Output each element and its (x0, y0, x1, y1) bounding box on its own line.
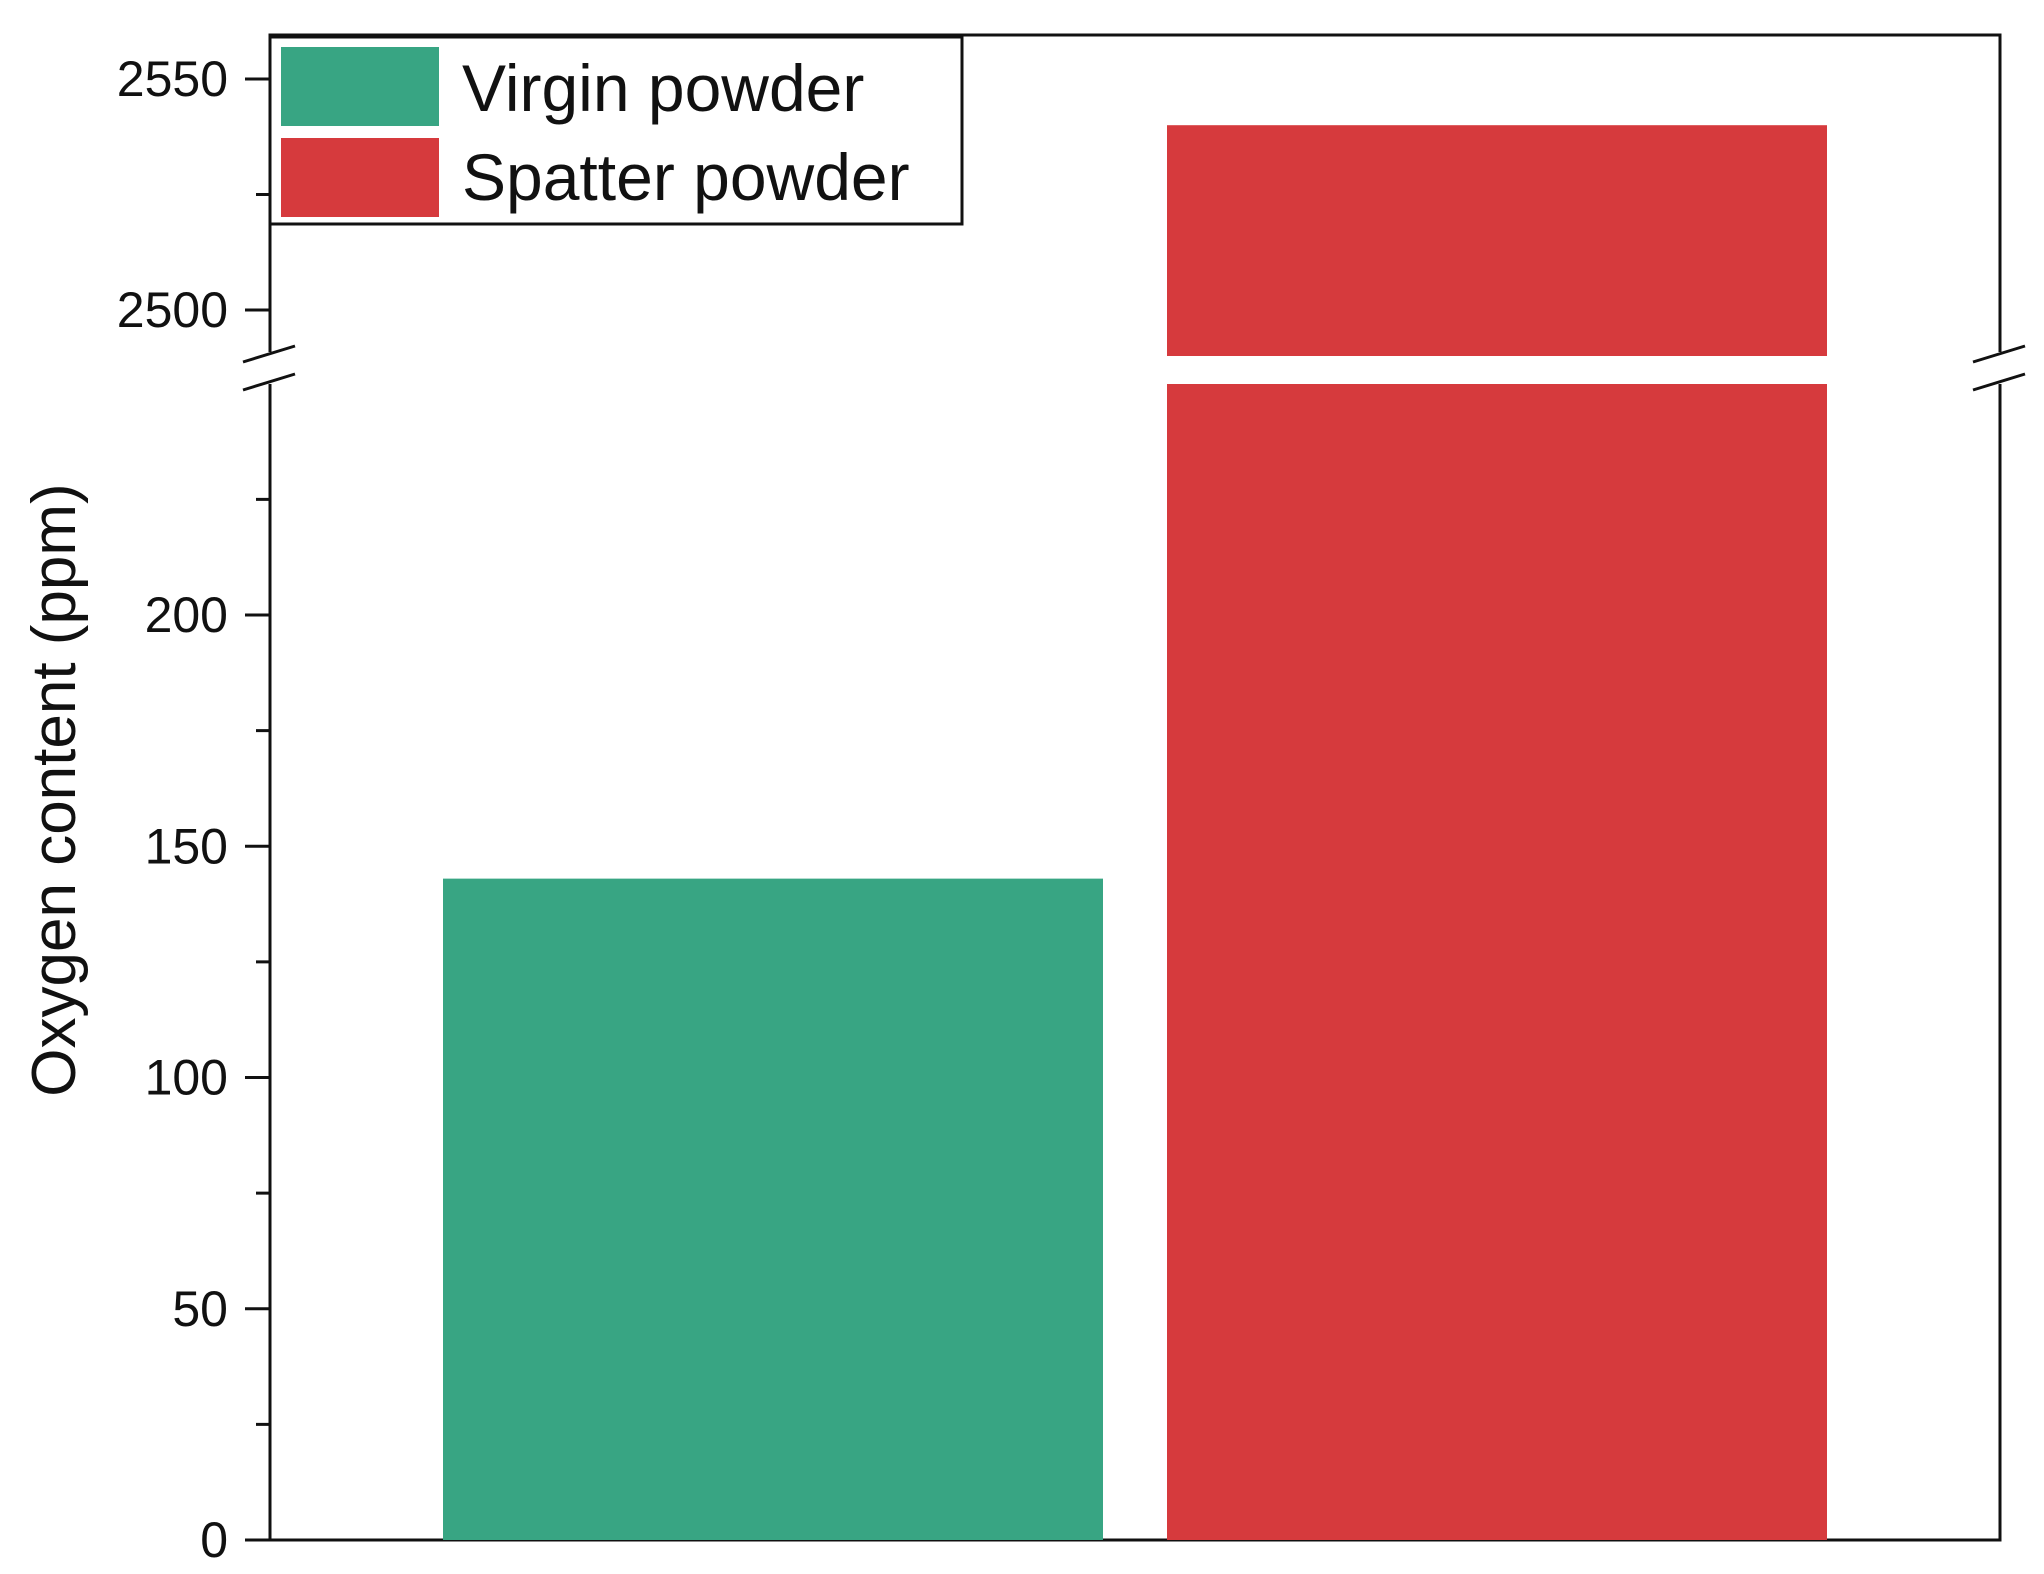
legend-swatch-spatter (281, 138, 439, 217)
y-tick-label: 150 (145, 818, 228, 874)
break-mark-right-bottom (1972, 372, 2026, 392)
legend-label-spatter: Spatter powder (462, 140, 910, 214)
break-mark-left-bottom (242, 372, 296, 392)
legend-swatch-virgin (281, 47, 439, 126)
bar-spatter-powder-upper (1167, 125, 1827, 356)
axis-break-marks (242, 344, 2026, 392)
plot-frame (268, 33, 2002, 1542)
y-axis-title: Oxygen content (ppm) (20, 483, 89, 1096)
bar-virgin-powder (443, 878, 1103, 1540)
y-tick-label: 2550 (117, 51, 228, 107)
y-axis-ticks: 0 50 100 150 200 2500 2550 (117, 51, 270, 1568)
break-mark-right-top (1972, 344, 2026, 364)
bars-group (443, 125, 1827, 1540)
bar-spatter-powder-lower (1167, 384, 1827, 1540)
y-tick-label: 2500 (117, 282, 228, 338)
y-tick-label: 200 (145, 587, 228, 643)
break-mark-left-top (242, 344, 296, 364)
y-tick-label: 100 (145, 1050, 228, 1106)
y-tick-label: 50 (172, 1281, 228, 1337)
legend: Virgin powder Spatter powder (268, 35, 964, 226)
y-tick-label: 0 (200, 1512, 228, 1568)
legend-label-virgin: Virgin powder (462, 51, 864, 125)
